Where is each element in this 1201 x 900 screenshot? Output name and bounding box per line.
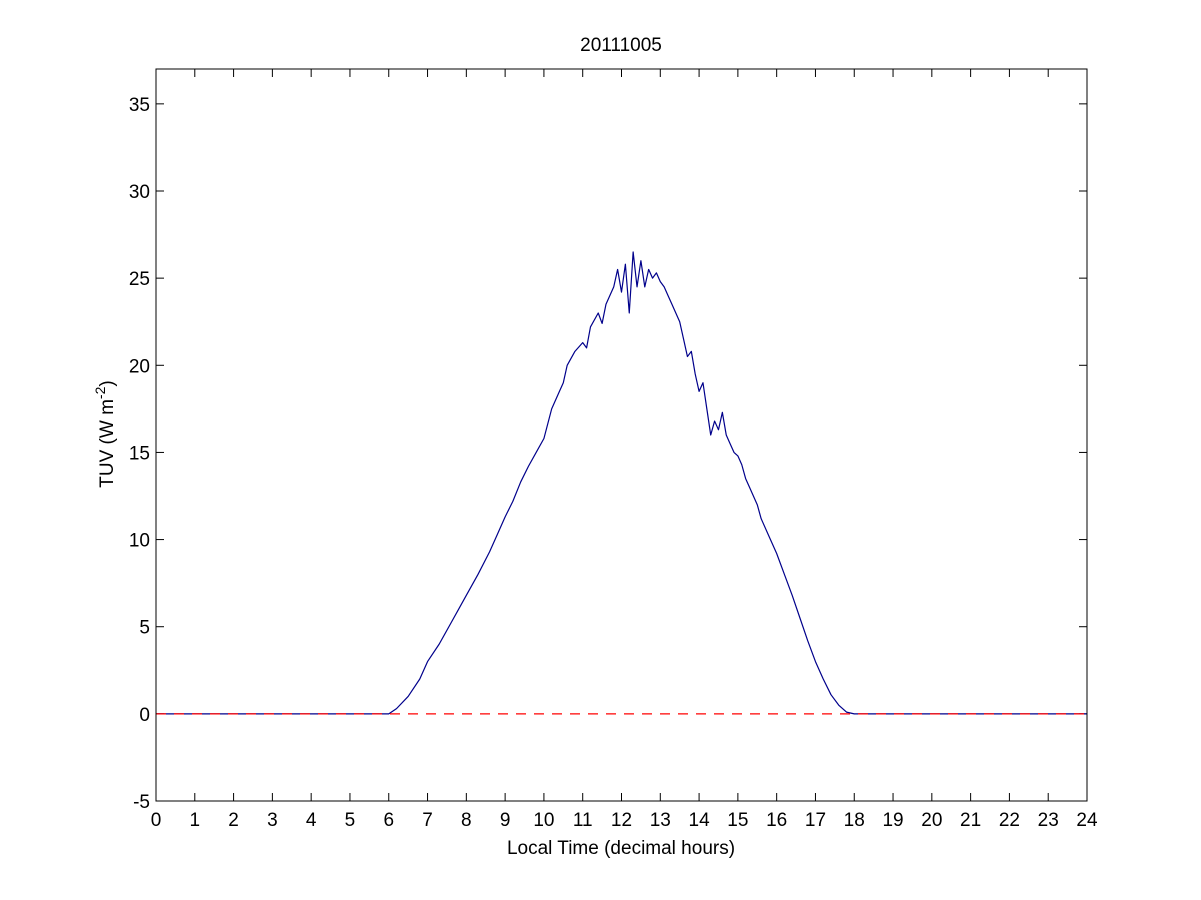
y-axis-label: TUV (W m-2): [92, 380, 118, 487]
y-tick-label: 25: [129, 269, 150, 290]
series-layer: [156, 251, 1087, 715]
x-tick-label: 0: [151, 810, 162, 831]
y-axis-label-close: ): [97, 380, 118, 386]
x-tick-label: 17: [805, 810, 826, 831]
x-tick-label: 8: [461, 810, 472, 831]
x-tick-label: 11: [573, 810, 593, 831]
x-tick-label: 23: [1038, 810, 1059, 831]
x-tick-label: 22: [999, 810, 1020, 831]
y-tick-label: 35: [129, 95, 150, 116]
x-tick-label: 16: [766, 810, 787, 831]
x-axis-label: Local Time (decimal hours): [507, 838, 735, 859]
x-tick-label: 4: [306, 810, 317, 831]
x-tick-label: 15: [727, 810, 748, 831]
x-tick-label: 14: [689, 810, 711, 831]
x-tick-label: 5: [345, 810, 356, 831]
x-tick-label: 10: [533, 810, 554, 831]
y-tick-label: 15: [129, 443, 150, 464]
chart-title: 20111005: [580, 35, 662, 56]
x-tick-label: 18: [844, 810, 865, 831]
plot-frame: [155, 68, 1088, 802]
ticks: 0 1 2 3 4 5 6 7 8 9 10 11 12 13 14 15 16 17 18 19 20 21 22 23 24…: [129, 69, 1098, 831]
x-tick-label: 20: [921, 810, 942, 831]
y-axis-label-superscript: -2: [92, 386, 108, 399]
x-tick-label: 9: [500, 810, 511, 831]
x-tick-label: 19: [882, 810, 903, 831]
x-tick-label: 13: [650, 810, 671, 831]
y-tick-label: 30: [129, 182, 150, 203]
y-tick-label: 5: [139, 618, 150, 639]
y-tick-label: -5: [133, 792, 150, 813]
x-tick-label: 7: [422, 810, 433, 831]
series-line-tuv: [156, 251, 1087, 715]
x-tick-label: 12: [611, 810, 632, 831]
x-tick-label: 24: [1076, 810, 1098, 831]
x-tick-label: 6: [383, 810, 394, 831]
y-tick-label: 10: [129, 531, 150, 552]
x-tick-label: 1: [190, 810, 201, 831]
x-tick-label: 2: [228, 810, 239, 831]
x-tick-label: 21: [960, 810, 981, 831]
y-tick-label: 20: [129, 356, 150, 377]
y-axis-label-main: TUV (W m: [97, 399, 118, 488]
x-tick-label: 3: [267, 810, 278, 831]
y-tick-label: 0: [139, 705, 150, 726]
